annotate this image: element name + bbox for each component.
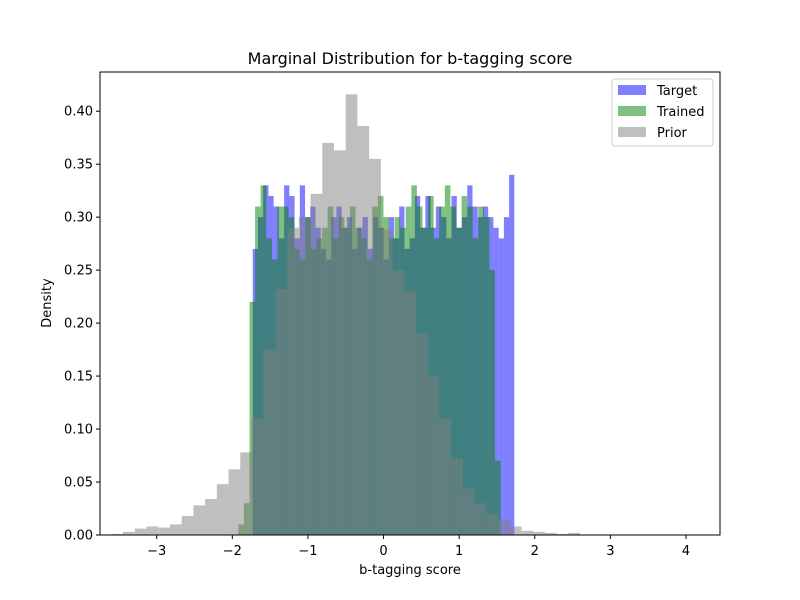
- y-tick-label: 0.25: [64, 264, 93, 279]
- bar-trained-43: [478, 206, 484, 535]
- bar-trained-40: [461, 195, 468, 535]
- bar-prior-39: [568, 532, 581, 535]
- bar-prior-18: [322, 142, 335, 535]
- legend-swatch-prior: [618, 127, 646, 137]
- bar-trained-39: [455, 227, 462, 535]
- bar-target-48: [503, 217, 510, 535]
- bar-target-49: [509, 174, 515, 535]
- x-tick-label: 2: [531, 544, 539, 559]
- bar-prior-30: [462, 488, 475, 535]
- x-axis-ticks: −3 −2 −1 0 1 2 3 4: [147, 535, 690, 559]
- bar-prior-35: [521, 530, 534, 535]
- bar-prior-12: [251, 418, 264, 535]
- bar-trained-45: [489, 270, 496, 535]
- bar-prior-37: [544, 532, 557, 535]
- x-tick-label: −2: [223, 544, 242, 559]
- bar-prior-15: [287, 227, 299, 535]
- bar-prior-17: [310, 193, 323, 535]
- bar-trained-42: [472, 238, 479, 536]
- bar-target-47: [498, 238, 504, 536]
- bar-trained-46: [495, 460, 501, 535]
- bar-prior-26: [416, 333, 428, 535]
- x-tick-label: −3: [147, 544, 166, 559]
- bar-prior-38: [556, 533, 569, 535]
- bar-prior-19: [334, 150, 346, 535]
- bar-prior-31: [474, 503, 487, 535]
- legend-label-target: Target: [656, 84, 697, 99]
- x-axis-label: b-tagging score: [359, 563, 461, 578]
- y-axis-label: Density: [40, 278, 55, 328]
- x-tick-label: −1: [298, 544, 317, 559]
- bar-prior-29: [451, 458, 463, 535]
- bar-prior-23: [380, 229, 393, 535]
- y-tick-label: 0.10: [64, 423, 93, 438]
- bar-trained-38: [450, 206, 456, 535]
- bar-prior-5: [169, 524, 182, 535]
- y-tick-label: 0.15: [64, 370, 93, 385]
- bar-prior-3: [146, 526, 159, 535]
- bar-prior-2: [134, 528, 147, 535]
- bar-trained-37: [444, 185, 451, 535]
- bar-prior-1: [123, 531, 135, 535]
- bar-trained-34: [428, 195, 434, 535]
- bar-prior-25: [404, 291, 417, 535]
- bar-prior-33: [498, 520, 510, 535]
- histogram-bars: [111, 94, 581, 536]
- x-tick-label: 0: [379, 544, 387, 559]
- bar-prior-24: [392, 270, 405, 535]
- bar-trained-3: [255, 206, 261, 535]
- y-tick-label: 0.40: [64, 105, 93, 120]
- bar-prior-28: [439, 418, 452, 535]
- bar-prior-34: [509, 526, 522, 535]
- bar-trained-4: [260, 185, 267, 535]
- bar-prior-22: [369, 158, 381, 535]
- bar-trained-44: [483, 217, 490, 535]
- y-tick-label: 0.20: [64, 317, 93, 332]
- x-tick-label: 3: [606, 544, 614, 559]
- bar-prior-36: [533, 531, 545, 535]
- bar-prior-20: [345, 94, 358, 536]
- series-prior: [111, 94, 581, 536]
- bar-prior-8: [205, 498, 217, 535]
- y-tick-label: 0.35: [64, 158, 93, 173]
- bar-prior-4: [158, 527, 170, 535]
- y-tick-label: 0.30: [64, 211, 93, 226]
- legend-label-prior: Prior: [657, 126, 688, 141]
- bar-prior-6: [181, 515, 194, 535]
- bar-prior-21: [357, 126, 370, 535]
- legend: Target Trained Prior: [611, 78, 714, 147]
- y-axis-ticks: 0.00 0.05 0.10 0.15 0.20 0.25 0.30 0.35 0.40: [64, 105, 100, 544]
- plot-frame: [99, 71, 721, 536]
- y-tick-label: 0.00: [64, 529, 93, 544]
- bar-prior-27: [427, 376, 440, 535]
- bar-prior-7: [193, 505, 206, 535]
- bar-prior-0: [111, 533, 124, 535]
- chart-title: Marginal Distribution for b-tagging scor…: [248, 49, 573, 68]
- y-tick-label: 0.05: [64, 476, 93, 491]
- bar-prior-13: [263, 349, 276, 535]
- bar-prior-32: [486, 513, 499, 535]
- bar-prior-10: [228, 469, 241, 535]
- bar-trained-36: [439, 206, 445, 535]
- bar-prior-16: [298, 217, 311, 535]
- bar-prior-11: [240, 452, 252, 535]
- legend-label-trained: Trained: [656, 105, 704, 120]
- legend-swatch-trained: [618, 106, 646, 116]
- bar-prior-14: [275, 289, 288, 535]
- bar-trained-41: [467, 206, 473, 535]
- legend-swatch-target: [618, 85, 646, 95]
- x-tick-label: 4: [682, 544, 690, 559]
- bar-target-46: [493, 227, 499, 535]
- bar-prior-9: [216, 484, 229, 535]
- x-tick-label: 1: [455, 544, 463, 559]
